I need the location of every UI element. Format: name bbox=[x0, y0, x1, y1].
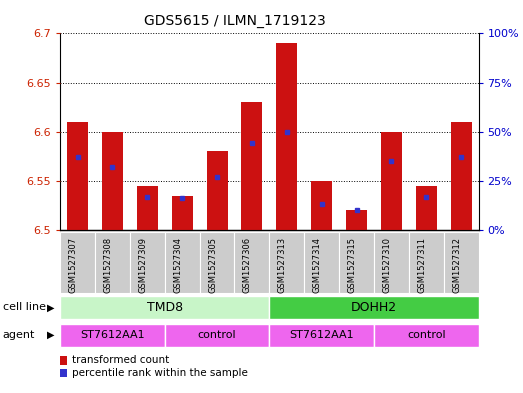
Bar bbox=[137, 185, 158, 230]
Bar bbox=[207, 151, 228, 230]
Text: TMD8: TMD8 bbox=[146, 301, 183, 314]
Text: GSM1527308: GSM1527308 bbox=[104, 237, 112, 293]
Text: GSM1527310: GSM1527310 bbox=[382, 237, 391, 293]
Text: GSM1527306: GSM1527306 bbox=[243, 237, 252, 293]
Bar bbox=[67, 122, 88, 230]
Text: GSM1527313: GSM1527313 bbox=[278, 237, 287, 293]
Text: GSM1527315: GSM1527315 bbox=[347, 237, 357, 293]
Bar bbox=[60, 296, 269, 319]
Text: GSM1527304: GSM1527304 bbox=[173, 237, 182, 293]
Bar bbox=[416, 185, 437, 230]
Bar bbox=[381, 132, 402, 230]
Text: ▶: ▶ bbox=[48, 302, 55, 312]
Bar bbox=[165, 323, 269, 347]
Bar bbox=[130, 232, 165, 293]
Bar bbox=[374, 232, 409, 293]
Text: control: control bbox=[407, 330, 446, 340]
Bar bbox=[60, 232, 95, 293]
Bar bbox=[95, 232, 130, 293]
Text: control: control bbox=[198, 330, 236, 340]
Bar bbox=[269, 296, 479, 319]
Bar bbox=[444, 232, 479, 293]
Text: DOHH2: DOHH2 bbox=[351, 301, 397, 314]
Text: GSM1527309: GSM1527309 bbox=[138, 237, 147, 293]
Text: GSM1527311: GSM1527311 bbox=[417, 237, 426, 293]
Bar bbox=[102, 132, 123, 230]
Bar bbox=[242, 102, 263, 230]
Bar bbox=[269, 232, 304, 293]
Bar bbox=[200, 232, 234, 293]
Text: GDS5615 / ILMN_1719123: GDS5615 / ILMN_1719123 bbox=[144, 14, 326, 28]
Text: cell line: cell line bbox=[3, 302, 46, 312]
Bar bbox=[409, 232, 444, 293]
Bar bbox=[311, 181, 332, 230]
Text: ST7612AA1: ST7612AA1 bbox=[80, 330, 145, 340]
Bar bbox=[339, 232, 374, 293]
Bar bbox=[276, 43, 297, 230]
Bar bbox=[234, 232, 269, 293]
Bar bbox=[374, 323, 479, 347]
Bar bbox=[451, 122, 472, 230]
Bar bbox=[165, 232, 200, 293]
Bar bbox=[304, 232, 339, 293]
Bar bbox=[346, 210, 367, 230]
Text: GSM1527307: GSM1527307 bbox=[69, 237, 77, 293]
Text: GSM1527305: GSM1527305 bbox=[208, 237, 217, 293]
Text: ▶: ▶ bbox=[48, 330, 55, 340]
Text: GSM1527314: GSM1527314 bbox=[313, 237, 322, 293]
Bar bbox=[172, 195, 192, 230]
Text: percentile rank within the sample: percentile rank within the sample bbox=[72, 368, 247, 378]
Text: GSM1527312: GSM1527312 bbox=[452, 237, 461, 293]
Text: transformed count: transformed count bbox=[72, 355, 169, 365]
Bar bbox=[269, 323, 374, 347]
Bar bbox=[60, 323, 165, 347]
Text: agent: agent bbox=[3, 330, 35, 340]
Text: ST7612AA1: ST7612AA1 bbox=[289, 330, 354, 340]
